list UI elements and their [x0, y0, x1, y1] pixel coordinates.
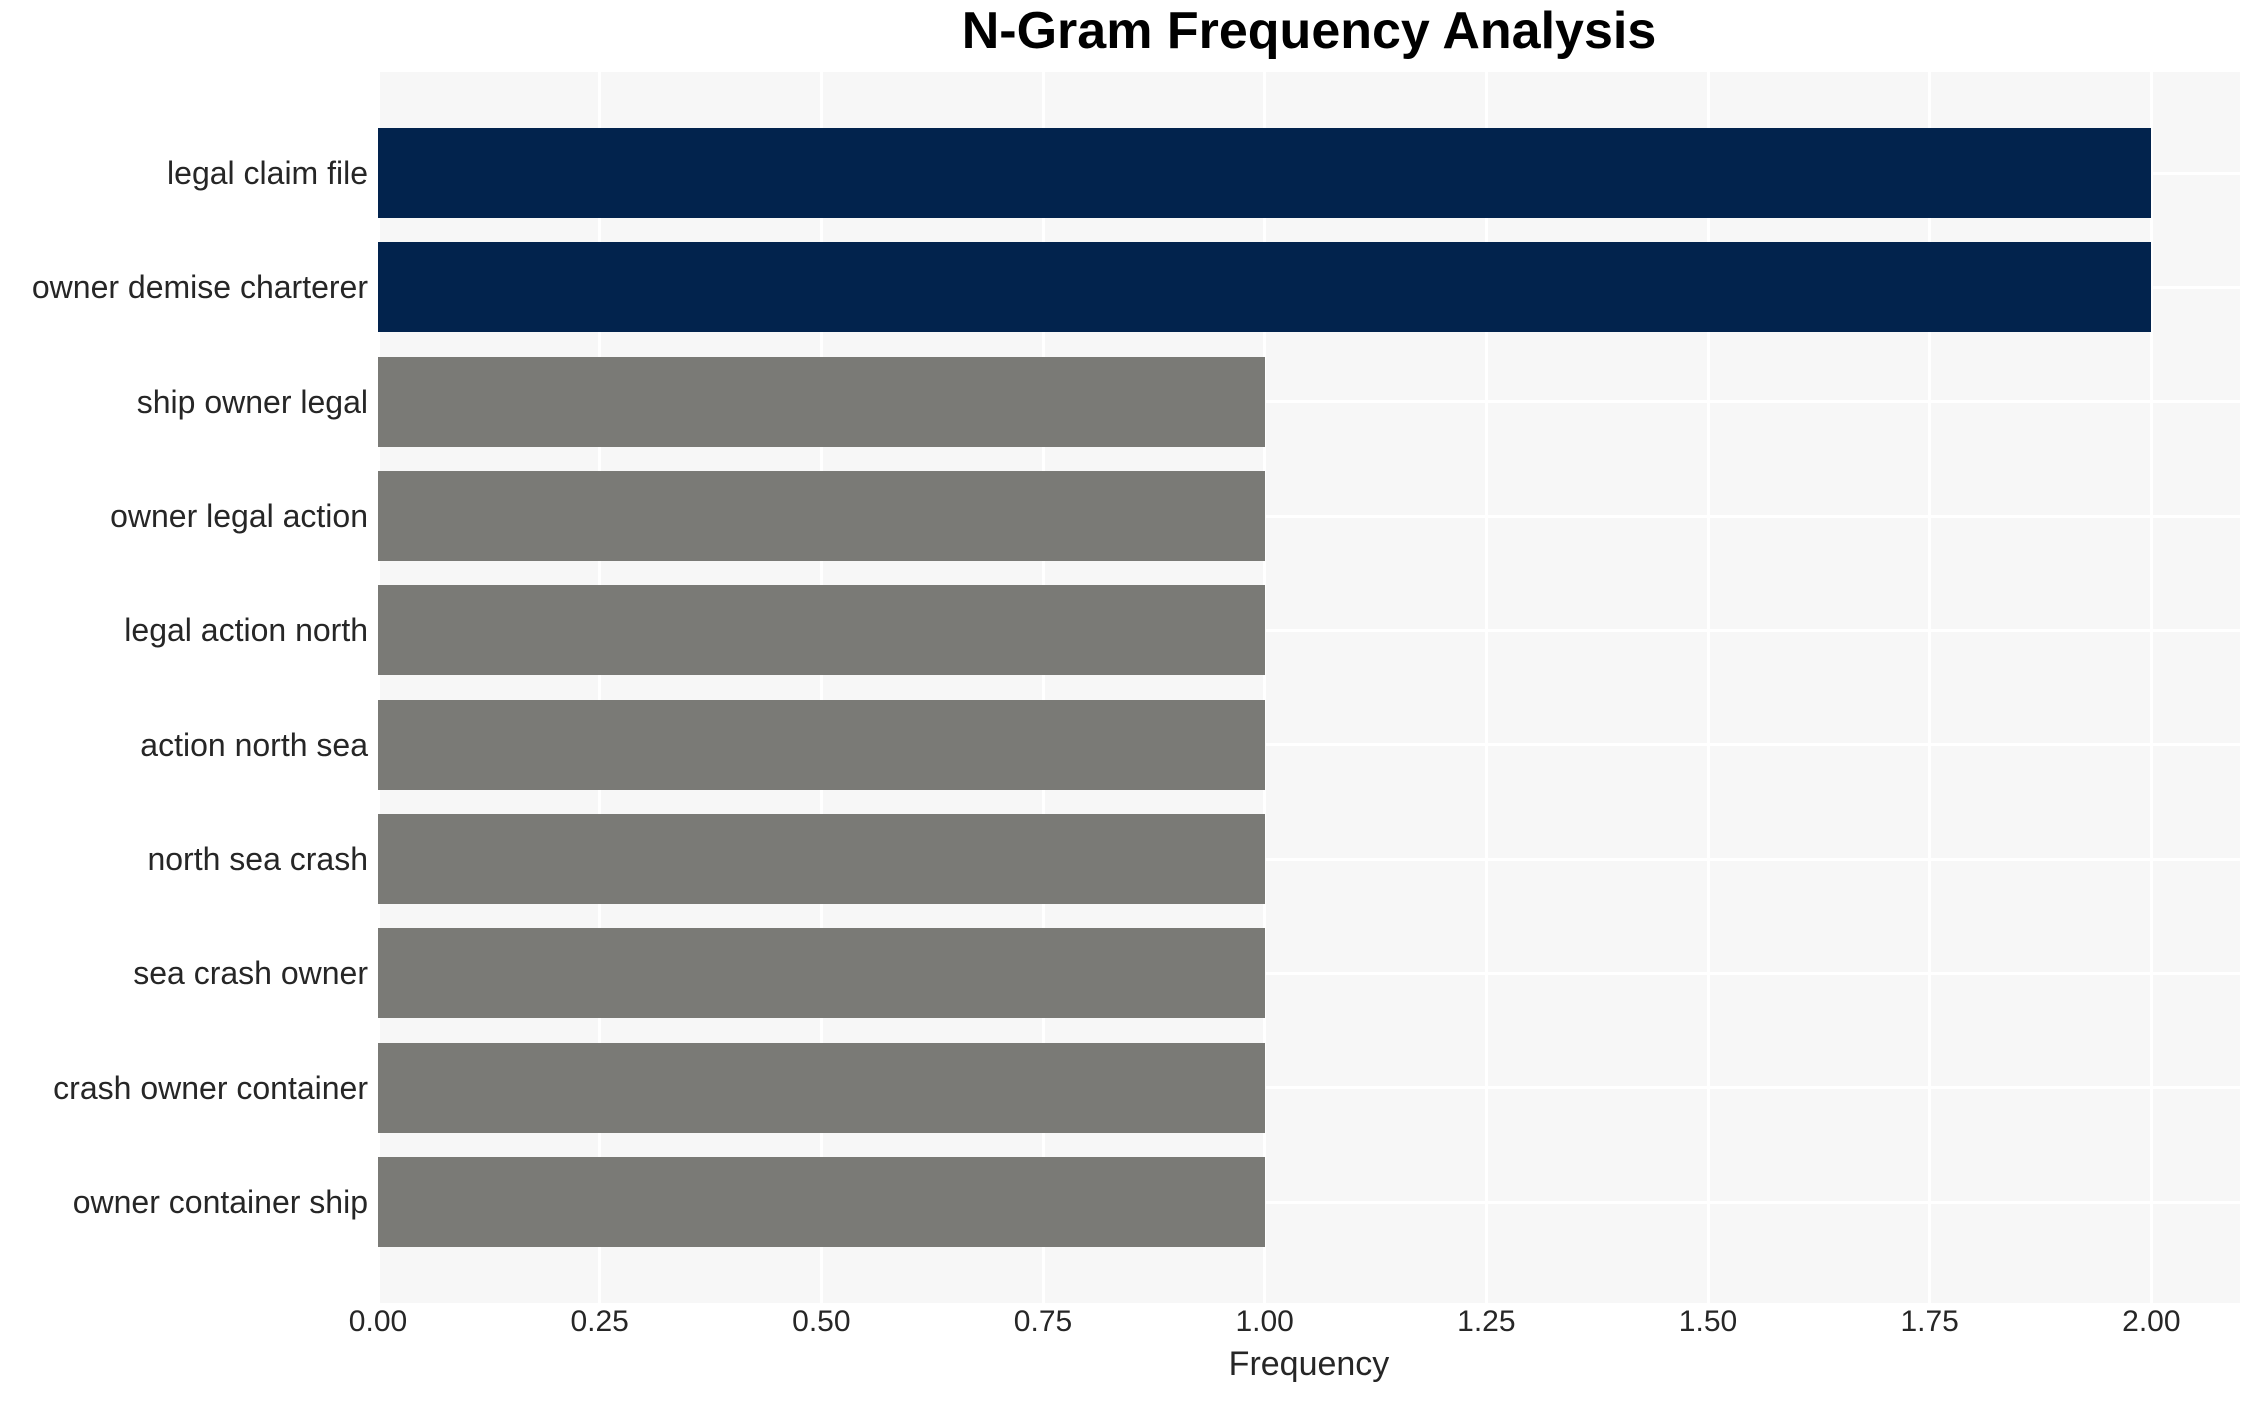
vertical-gridline [2149, 72, 2153, 1303]
horizontal-gridline [378, 1200, 2240, 1204]
bar-owner-container-ship [378, 1157, 1265, 1247]
x-tick-label: 0.00 [348, 1305, 408, 1338]
x-tick-label: 2.00 [2122, 1305, 2181, 1338]
x-tick-label: 1.00 [1235, 1305, 1294, 1338]
bar-owner-legal-action [378, 471, 1265, 561]
x-tick-label: 1.25 [1457, 1305, 1516, 1338]
horizontal-gridline [378, 743, 2240, 747]
x-tick-label: 0.75 [1013, 1305, 1073, 1338]
horizontal-gridline [378, 857, 2240, 861]
y-tick-label: ship owner legal [136, 383, 368, 420]
x-axis-title: Frequency [1228, 1345, 1390, 1383]
horizontal-gridline [378, 971, 2240, 975]
horizontal-gridline [378, 514, 2240, 518]
bar-ship-owner-legal [378, 356, 1265, 447]
y-tick-label: crash owner container [53, 1069, 368, 1106]
y-tick-label: owner demise charterer [31, 269, 368, 306]
bar-owner-demise-charterer [378, 242, 2152, 333]
x-tick-label: 0.25 [570, 1305, 629, 1338]
horizontal-gridline [378, 400, 2240, 404]
vertical-gridline [1928, 72, 1932, 1303]
vertical-gridline [1263, 72, 1267, 1303]
bar-legal-claim-file [378, 128, 2152, 218]
x-axis-tick-labels: 0.00 0.25 0.50 0.75 1.00 1.25 1.50 1.75 2.00 [349, 1305, 2240, 1347]
vertical-gridline [376, 72, 380, 1303]
x-tick-label: 1.75 [1900, 1305, 1959, 1338]
vertical-gridline [1484, 72, 1488, 1303]
horizontal-gridline [378, 1086, 2240, 1090]
y-axis-labels: legal claim file owner demise charterer sh… [0, 72, 368, 1303]
bar-action-north-sea [378, 699, 1265, 790]
y-tick-label: owner legal action [110, 498, 368, 534]
x-tick-label: 0.50 [792, 1305, 851, 1338]
vertical-gridline [819, 72, 823, 1303]
y-tick-label: legal claim file [167, 155, 368, 191]
chart-title: N-Gram Frequency Analysis [961, 2, 1657, 60]
vertical-gridline [1041, 72, 1045, 1303]
vertical-gridline [1706, 72, 1710, 1303]
horizontal-gridline [378, 628, 2240, 632]
plot-area [376, 72, 2240, 1303]
y-tick-label: north sea crash [147, 841, 368, 877]
y-tick-label: sea crash owner [133, 955, 368, 992]
y-tick-label: action north sea [140, 726, 368, 763]
bar-crash-owner-container [378, 1042, 1265, 1133]
x-tick-label: 1.50 [1678, 1305, 1738, 1338]
y-tick-label: owner container ship [72, 1184, 368, 1220]
y-tick-label: legal action north [124, 612, 368, 649]
bar-sea-crash-owner [378, 928, 1265, 1019]
bar-legal-action-north [378, 585, 1265, 676]
vertical-gridline [598, 72, 602, 1303]
bar-north-sea-crash [378, 814, 1265, 904]
